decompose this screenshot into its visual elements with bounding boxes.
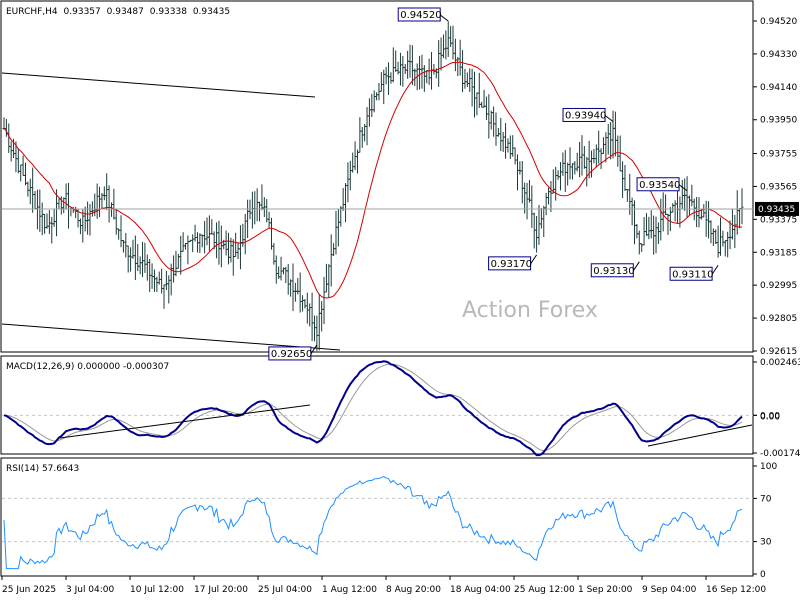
macd-panel: [0, 355, 754, 455]
rsi-line: [3, 475, 743, 570]
annotation-leader: [530, 254, 538, 265]
current-price-box: [755, 201, 799, 216]
macd-title: MACD(12,26,9) 0.000000 -0.000307: [6, 362, 169, 372]
price-y-tick-label: 0.94520: [760, 17, 797, 27]
price-annotation: 0.94520: [397, 7, 449, 22]
price-y-tick-label: 0.93755: [760, 150, 797, 160]
x-tick-label: 18 Aug 04:00: [450, 585, 511, 595]
annotation-box: [488, 256, 532, 271]
moving-average-line: [3, 61, 743, 299]
macd-trend-line-2: [647, 424, 753, 447]
annotation-leader: [711, 264, 719, 275]
ohlc-low: 0.93338: [150, 7, 187, 17]
x-tick-label: 1 Aug 12:00: [322, 585, 377, 595]
annotation-label: 0.92650: [271, 349, 312, 360]
x-tick-label: 1 Sep 20:00: [578, 585, 633, 595]
ohlc-close: 0.93435: [193, 7, 230, 17]
annotation-box: [636, 177, 680, 192]
x-tick-label: 25 Aug 12:00: [514, 585, 575, 595]
rsi-layer: [2, 475, 753, 570]
channel-lower-line: [1, 323, 341, 351]
rsi-y-tick-label: 100: [760, 462, 777, 472]
annotation-label: 0.93130: [593, 266, 634, 277]
macd-y-tick-label: 0.00: [760, 412, 780, 422]
price-y-tick-label: 0.94330: [760, 50, 797, 60]
macd-y-tick-label: -0.00174: [760, 449, 800, 459]
x-tick-label: 10 Jul 12:00: [130, 585, 184, 595]
price-annotation: 0.93540: [636, 177, 688, 192]
x-tick-label: 9 Sep 04:00: [642, 585, 697, 595]
rsi-y-tick-label: 70: [760, 494, 772, 504]
rsi-title: RSI(14) 57.6643: [6, 464, 79, 474]
price-title: EURCHF,H4 0.93357 0.93487 0.93338 0.9343…: [6, 7, 230, 17]
price-layer: 0.93435 0.94520 0.93940 0.93540 0.93170 0.931…: [1, 7, 799, 361]
macd-y-tick-label: 0.002463: [760, 358, 800, 368]
annotation-leader: [632, 261, 640, 272]
price-y-tick-label: 0.92995: [760, 281, 797, 291]
annotation-label: 0.93540: [639, 180, 680, 191]
price-annotation: 0.93940: [562, 107, 614, 122]
x-tick-label: 16 Sep 12:00: [706, 585, 766, 595]
axis-layer: 0.94520 0.94330 0.94140 0.93950 0.93755 0.935…: [1, 17, 800, 595]
macd-trend-line-1: [59, 404, 311, 439]
annotation-label: 0.93940: [565, 110, 606, 121]
annotation-box: [268, 346, 312, 361]
symbol-label: EURCHF,H4: [6, 7, 58, 17]
price-y-tick-label: 0.93565: [760, 182, 797, 192]
ohlc-open: 0.93357: [64, 7, 101, 17]
x-tick-label: 17 Jul 20:00: [194, 585, 248, 595]
x-tick-label: 3 Jul 04:00: [66, 585, 115, 595]
price-y-tick-label: 0.93375: [760, 215, 797, 225]
rsi-y-tick-label: 30: [760, 538, 772, 548]
price-annotation: 0.93110: [669, 264, 719, 281]
annotation-box: [397, 7, 441, 22]
watermark: Action Forex: [462, 298, 598, 323]
annotation-label: 0.93170: [491, 259, 532, 270]
price-y-tick-label: 0.92615: [760, 347, 797, 357]
price-panel: [0, 0, 754, 353]
rsi-panel: [0, 457, 754, 577]
price-y-tick-label: 0.94140: [760, 83, 797, 93]
price-annotation: 0.92650: [268, 344, 318, 361]
annotation-box: [590, 263, 634, 278]
price-annotation: 0.93130: [590, 261, 640, 278]
price-y-tick-label: 0.93185: [760, 248, 797, 258]
annotation-label: 0.93110: [672, 269, 713, 280]
macd-layer: [2, 360, 753, 457]
annotation-leader: [678, 184, 688, 192]
price-y-tick-label: 0.93950: [760, 116, 797, 126]
x-tick-label: 25 Jun 2025: [2, 585, 56, 595]
channel-upper-line: [1, 72, 316, 98]
price-annotation: 0.93170: [488, 254, 538, 271]
x-tick-label: 8 Aug 20:00: [386, 585, 441, 595]
macd-y-tick-label: 0.00: [760, 411, 780, 421]
annotation-leader: [310, 344, 318, 355]
ohlc-high: 0.93487: [107, 7, 144, 17]
annotation-leader: [604, 115, 614, 122]
rsi-y-tick-label: 0: [760, 570, 766, 580]
annotation-leader: [439, 14, 449, 22]
annotation-label: 0.94520: [400, 10, 441, 21]
x-tick-label: 25 Jul 04:00: [258, 585, 312, 595]
current-price-label: 0.93435: [758, 205, 795, 215]
annotation-box: [562, 107, 606, 122]
price-y-tick-label: 0.92805: [760, 314, 797, 324]
annotation-box: [669, 266, 713, 281]
